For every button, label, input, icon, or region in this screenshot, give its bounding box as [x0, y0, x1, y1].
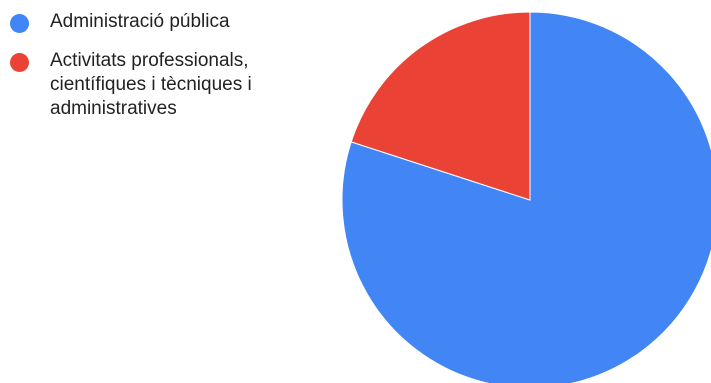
- legend-item-administracio-publica[interactable]: Administració pública: [10, 10, 310, 34]
- legend-swatch-blue: [10, 14, 29, 33]
- legend-swatch-red: [10, 53, 29, 72]
- pie-slice-1[interactable]: [350, 11, 531, 201]
- legend-item-activitats-professionals[interactable]: Activitats professionals, científiques i…: [10, 49, 310, 121]
- legend-label: Activitats professionals, científiques i…: [50, 50, 252, 119]
- pie-slice-0[interactable]: [341, 11, 711, 383]
- legend: Administració pública Activitats profess…: [10, 10, 310, 136]
- legend-label: Administració pública: [50, 11, 230, 32]
